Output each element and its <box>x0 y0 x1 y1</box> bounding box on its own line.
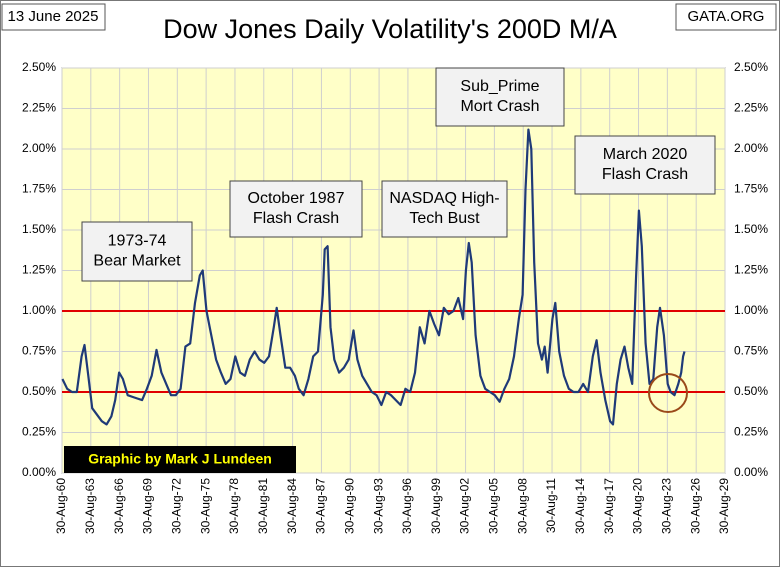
y-tick-label: 0.00% <box>22 465 56 479</box>
y2-tick-label: 1.75% <box>734 182 768 196</box>
volatility-line <box>61 128 686 426</box>
x-tick-label: 30-Aug-99 <box>429 478 443 534</box>
annotation-text: October 1987 <box>248 190 345 207</box>
x-tick-label: 30-Aug-87 <box>314 478 328 534</box>
y-tick-label: 1.50% <box>22 222 56 236</box>
annotation-box <box>229 180 363 238</box>
y2-tick-label: 2.50% <box>734 60 768 74</box>
x-tick-label: 30-Aug-26 <box>688 478 702 534</box>
x-tick-label: 30-Aug-69 <box>141 478 155 534</box>
y2-tick-label: 2.00% <box>734 141 768 155</box>
x-tick-label: 30-Aug-66 <box>112 478 126 534</box>
annotation-box <box>435 67 565 127</box>
x-tick-label: 30-Aug-11 <box>544 478 558 533</box>
y-tick-label: 2.25% <box>22 101 56 115</box>
y2-tick-label: 1.25% <box>734 263 768 277</box>
y-tick-label: 0.25% <box>22 425 56 439</box>
y-tick-label: 1.75% <box>22 182 56 196</box>
x-tick-label: 30-Aug-75 <box>198 478 212 534</box>
credit: Graphic by Mark J Lundeen <box>88 451 272 467</box>
annotation-text: Mort Crash <box>460 98 539 115</box>
x-tick-label: 30-Aug-63 <box>83 478 97 534</box>
annotation-text: NASDAQ High- <box>389 190 499 207</box>
chart-title: Dow Jones Daily Volatility's 200D M/A <box>163 14 617 44</box>
annotation-text: Tech Bust <box>409 210 480 227</box>
x-tick-label: 30-Aug-17 <box>602 478 616 534</box>
credit-box <box>64 446 296 473</box>
y2-tick-label: 2.25% <box>734 101 768 115</box>
x-tick-label: 30-Aug-72 <box>169 478 183 534</box>
x-tick-label: 30-Aug-81 <box>256 478 270 534</box>
annotation-text: Bear Market <box>93 253 181 270</box>
y2-tick-label: 0.75% <box>734 344 768 358</box>
x-tick-label: 30-Aug-93 <box>371 478 385 534</box>
x-tick-label: 30-Aug-90 <box>342 478 356 534</box>
y2-tick-label: 0.00% <box>734 465 768 479</box>
source-box <box>675 3 777 31</box>
annotation-text: Flash Crash <box>253 210 339 227</box>
annotation-text: Flash Crash <box>602 166 688 183</box>
y-tick-label: 2.00% <box>22 141 56 155</box>
x-tick-label: 30-Aug-96 <box>400 478 414 534</box>
source: GATA.ORG <box>688 8 765 25</box>
x-tick-label: 30-Aug-60 <box>54 478 68 534</box>
y-tick-label: 0.50% <box>22 384 56 398</box>
x-tick-label: 30-Aug-08 <box>515 478 529 534</box>
x-tick-label: 30-Aug-14 <box>573 478 587 534</box>
annotation-text: 1973-74 <box>108 233 167 250</box>
y2-tick-label: 1.50% <box>734 222 768 236</box>
y-tick-label: 2.50% <box>22 60 56 74</box>
x-tick-label: 30-Aug-78 <box>227 478 241 534</box>
annotation-box <box>574 135 716 195</box>
annotation-box <box>81 221 193 282</box>
y-tick-label: 1.25% <box>22 263 56 277</box>
y2-tick-label: 1.00% <box>734 303 768 317</box>
y2-tick-label: 0.25% <box>734 425 768 439</box>
y-tick-label: 1.00% <box>22 303 56 317</box>
annotation-text: March 2020 <box>603 146 688 163</box>
annotation-text: Sub_Prime <box>460 78 539 95</box>
x-tick-label: 30-Aug-20 <box>631 478 645 534</box>
date: 13 June 2025 <box>8 8 99 25</box>
date-box <box>1 3 106 31</box>
x-tick-label: 30-Aug-84 <box>285 478 299 534</box>
annotation-box <box>381 180 508 238</box>
x-tick-label: 30-Aug-29 <box>717 478 731 534</box>
x-tick-label: 30-Aug-02 <box>458 478 472 534</box>
x-tick-label: 30-Aug-05 <box>487 478 501 534</box>
y2-tick-label: 0.50% <box>734 384 768 398</box>
highlight-circle <box>648 373 688 413</box>
x-tick-label: 30-Aug-23 <box>660 478 674 534</box>
y-tick-label: 0.75% <box>22 344 56 358</box>
